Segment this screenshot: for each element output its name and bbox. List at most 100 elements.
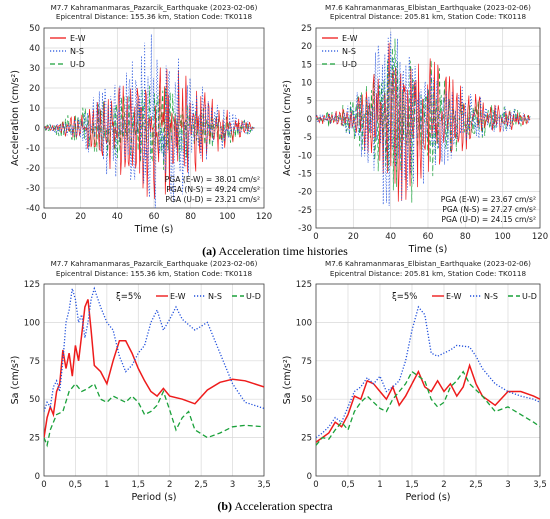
chart-subtitle: Epicentral Distance: 205.81 km, Station … xyxy=(330,12,527,21)
x-tick-label: 0 xyxy=(313,480,318,490)
plot-area xyxy=(44,34,255,208)
y-tick-label: -30 xyxy=(298,224,312,234)
y-tick-label: 125 xyxy=(24,280,40,290)
y-tick-label: 40 xyxy=(29,44,40,54)
legend-label: N-S xyxy=(70,47,84,56)
x-axis-label: Time (s) xyxy=(408,244,448,255)
y-tick-label: 10 xyxy=(301,79,312,89)
y-tick-label: 75 xyxy=(29,357,40,367)
legend-label: U-D xyxy=(246,292,261,301)
legend-label: N-S xyxy=(342,47,356,56)
x-tick-label: 60 xyxy=(423,232,434,242)
y-tick-label: 50 xyxy=(29,24,40,34)
plot-area xyxy=(316,305,540,446)
x-tick-label: 120 xyxy=(532,232,548,242)
chart-panel-3: M7.7 Kahramanmaras_Pazarcik_Earthquake (… xyxy=(10,259,271,503)
pga-annotation: PGA (E-W) = 23.67 cm/s² xyxy=(441,195,536,204)
chart-title: M7.7 Kahramanmaras_Pazarcik_Earthquake (… xyxy=(51,3,258,12)
plot-area xyxy=(316,31,531,206)
x-tick-label: 1 xyxy=(377,480,382,490)
y-tick-label: 100 xyxy=(296,318,312,328)
plot-area xyxy=(44,286,264,448)
x-tick-label: 2 xyxy=(441,480,446,490)
damping-annotation: ξ=5% xyxy=(116,292,141,302)
y-tick-label: -30 xyxy=(26,184,40,194)
y-tick-label: 25 xyxy=(301,434,312,444)
y-tick-label: 75 xyxy=(301,357,312,367)
x-tick-label: 3,5 xyxy=(257,480,271,490)
x-tick-label: 100 xyxy=(495,232,511,242)
x-tick-label: 40 xyxy=(112,212,123,222)
y-tick-label: 125 xyxy=(296,280,312,290)
y-tick-label: 30 xyxy=(29,64,40,74)
y-tick-label: -20 xyxy=(298,188,312,198)
y-tick-label: 25 xyxy=(29,434,40,444)
legend-label: E-W xyxy=(342,34,358,43)
y-tick-label: -10 xyxy=(26,144,40,154)
plot-frame xyxy=(315,27,541,229)
x-axis-label: Time (s) xyxy=(134,224,174,235)
chart-panel-4: M7.6 Kahramanmaras_Elbistan_Earthquake (… xyxy=(282,259,547,503)
chart-panel-1: M7.7 Kahramanmaras_Pazarcik_Earthquake (… xyxy=(10,3,272,235)
x-tick-label: 3,5 xyxy=(533,480,547,490)
legend-label: E-W xyxy=(70,34,86,43)
series-line-e-w xyxy=(44,299,264,438)
y-axis-label: Sa (cm/s²) xyxy=(10,356,21,405)
chart-title: M7.6 Kahramanmaras_Elbistan_Earthquake (… xyxy=(325,259,531,268)
series-line-u-d xyxy=(44,382,264,448)
chart-subtitle: Epicentral Distance: 205.81 km, Station … xyxy=(330,269,527,278)
series-line-e-w xyxy=(316,42,531,202)
x-tick-label: 0,5 xyxy=(341,480,355,490)
legend-label: U-D xyxy=(522,292,537,301)
y-tick-label: 0 xyxy=(35,124,40,134)
legend-label: U-D xyxy=(70,60,85,69)
y-tick-label: 0 xyxy=(35,472,40,482)
y-tick-label: 20 xyxy=(29,84,40,94)
legend-label: N-S xyxy=(484,292,498,301)
y-tick-label: -15 xyxy=(298,169,312,179)
x-tick-label: 2 xyxy=(167,480,172,490)
chart-panel-2: M7.6 Kahramanmaras_Elbistan_Earthquake (… xyxy=(282,3,548,255)
x-tick-label: 20 xyxy=(75,212,86,222)
x-axis-label: Period (s) xyxy=(405,492,450,503)
pga-annotation: PGA (N-S) = 49.24 cm/s² xyxy=(166,185,260,194)
y-tick-label: 50 xyxy=(29,395,40,405)
x-tick-label: 0,5 xyxy=(69,480,83,490)
y-axis-label: Acceleration (cm/s²) xyxy=(282,80,293,176)
x-tick-label: 60 xyxy=(149,212,160,222)
x-tick-label: 0 xyxy=(41,480,46,490)
x-tick-label: 1 xyxy=(104,480,109,490)
x-tick-label: 80 xyxy=(185,212,196,222)
chart-title: M7.6 Kahramanmaras_Elbistan_Earthquake (… xyxy=(325,3,531,12)
x-tick-label: 20 xyxy=(348,232,359,242)
chart-subtitle: Epicentral Distance: 155.36 km, Station … xyxy=(56,269,253,278)
pga-annotation: PGA (E-W) = 38.01 cm/s² xyxy=(165,175,260,184)
series-line-n-s xyxy=(44,286,264,412)
plot-frame xyxy=(43,283,265,477)
x-tick-label: 3 xyxy=(505,480,510,490)
y-tick-label: 15 xyxy=(301,60,312,70)
x-tick-label: 100 xyxy=(219,212,235,222)
x-tick-label: 40 xyxy=(385,232,396,242)
chart-title: M7.7 Kahramanmaras_Pazarcik_Earthquake (… xyxy=(51,259,258,268)
y-tick-label: 20 xyxy=(301,42,312,52)
y-tick-label: -10 xyxy=(298,151,312,161)
series-line-u-d xyxy=(316,370,540,446)
series-line-n-s xyxy=(316,305,540,439)
y-tick-label: 50 xyxy=(301,395,312,405)
chart-subtitle: Epicentral Distance: 155.36 km, Station … xyxy=(56,12,253,21)
y-tick-label: 100 xyxy=(24,318,40,328)
y-tick-label: -25 xyxy=(298,206,312,216)
legend-label: E-W xyxy=(446,292,462,301)
series-line-n-s xyxy=(316,31,531,206)
y-axis-label: Sa (cm/s²) xyxy=(282,356,293,405)
series-line-e-w xyxy=(316,362,540,443)
pga-annotation: PGA (N-S) = 27.27 cm/s² xyxy=(442,205,536,214)
legend-label: U-D xyxy=(342,60,357,69)
legend-label: N-S xyxy=(208,292,222,301)
y-tick-label: -5 xyxy=(304,133,312,143)
legend-label: E-W xyxy=(170,292,186,301)
x-tick-label: 2,5 xyxy=(194,480,208,490)
plot-frame xyxy=(43,27,265,209)
